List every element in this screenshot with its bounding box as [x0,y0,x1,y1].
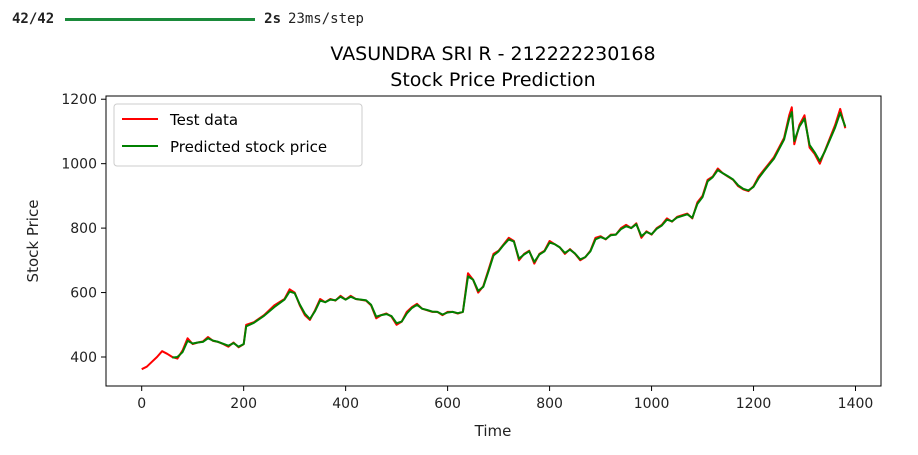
series-line-predicted-stock-price [172,111,847,359]
x-tick-label: 600 [434,396,461,412]
x-tick-label: 0 [137,396,146,412]
plot-frame [105,95,882,387]
x-tick-label: 1400 [838,396,874,412]
x-tick-label: 400 [332,396,359,412]
chart-subtitle: Stock Price Prediction [390,69,595,91]
legend-label-predicted: Predicted stock price [170,138,327,156]
progress-bar [65,17,256,21]
x-tick-label: 1200 [736,396,772,412]
y-tick-label: 600 [70,286,97,302]
step-count: 42/42 [12,11,55,27]
x-axis-label: Time [474,422,512,440]
x-tick-label: 200 [230,396,257,412]
y-axis-label: Stock Price [24,200,42,283]
y-tick-label: 800 [70,221,97,237]
training-progress-line: 42/42 2s 23ms/step [12,8,364,30]
x-tick-label: 800 [536,396,563,412]
legend-label-test-data: Test data [169,111,238,129]
step-rate: 23ms/step [288,11,364,27]
y-tick-label: 1200 [61,92,97,108]
x-tick-label: 1000 [634,396,670,412]
elapsed-time: 2s [264,11,282,27]
legend-box [113,103,363,167]
chart-title: VASUNDRA SRI R - 212222230168 [330,43,655,65]
legend: Test data Predicted stock price [113,103,363,167]
y-tick-label: 1000 [61,157,97,173]
y-tick-label: 400 [70,350,97,366]
